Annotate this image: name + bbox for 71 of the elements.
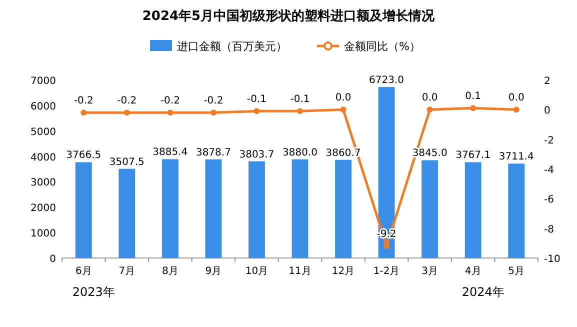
- x-tick-label: 5月: [508, 266, 525, 277]
- x-tick-label: 1-2月: [373, 266, 400, 277]
- data-label: 3507.5: [109, 156, 144, 168]
- bar: [335, 160, 352, 258]
- legend-label: 进口金额（百万美元）: [177, 40, 287, 53]
- data-label: -0.1: [290, 94, 310, 106]
- x-tick-label: 8月: [162, 266, 178, 277]
- y-tick-label: 3000: [30, 178, 56, 189]
- x-tick-label: 12月: [332, 266, 355, 277]
- y-tick-label: 1000: [30, 228, 56, 240]
- x-tick-label: 6月: [75, 266, 92, 277]
- data-label: 3803.7: [239, 149, 274, 160]
- y2-tick-label: -10: [544, 254, 560, 265]
- point: [297, 108, 303, 114]
- point: [254, 108, 260, 114]
- point: [426, 106, 433, 113]
- point: [80, 110, 87, 116]
- y2-tick-label: -8: [544, 224, 554, 236]
- y2-tick-label: -6: [544, 194, 554, 206]
- x-tick-label: 3月: [422, 266, 438, 277]
- text: 2024年: [462, 285, 504, 299]
- point: [210, 110, 216, 116]
- data-label: 0.0: [508, 92, 524, 104]
- y2-tick-label: -2: [544, 135, 554, 146]
- data-label: 0.0: [422, 92, 438, 104]
- data-label: -0.2: [74, 96, 94, 107]
- x-tick-label: 11月: [288, 266, 312, 277]
- y-tick-label: 6000: [30, 101, 56, 112]
- chart-title: 2024年5月中国初级形状的塑料进口额及增长情况: [142, 8, 436, 24]
- bar: [162, 159, 178, 258]
- data-label: -0.2: [204, 96, 224, 107]
- data-label: 3880.0: [282, 147, 318, 158]
- y2-tick-label: 0: [544, 106, 550, 117]
- point: [513, 106, 520, 113]
- point: [124, 110, 130, 116]
- y-tick-label: 4000: [30, 152, 56, 164]
- data-label: -0.2: [117, 96, 137, 107]
- y2-tick-label: -4: [544, 165, 554, 176]
- bar: [75, 162, 92, 258]
- data-label: 3767.1: [456, 150, 491, 162]
- point: [167, 110, 174, 116]
- bar: [292, 159, 308, 258]
- data-label: 0.1: [465, 91, 482, 102]
- x-tick-label: 7月: [118, 266, 136, 277]
- text: 2023年: [72, 285, 115, 299]
- point: [340, 106, 346, 113]
- bar: [464, 162, 482, 258]
- bar: [508, 164, 525, 258]
- y-tick-label: 7000: [30, 76, 56, 87]
- bar: [248, 161, 265, 258]
- point: [470, 105, 476, 112]
- data-label: -0.1: [246, 94, 266, 106]
- x-tick-label: 4月: [464, 266, 482, 277]
- x-tick-label: 9月: [205, 266, 222, 277]
- y-tick-label: 0: [50, 254, 56, 265]
- legend-label: 金额同比（%）: [344, 40, 420, 53]
- data-label: 3878.7: [196, 147, 231, 158]
- data-label: -0.2: [160, 96, 180, 107]
- data-label: 6723.0: [369, 75, 404, 86]
- data-label: 3885.4: [152, 147, 188, 158]
- y-tick-label: 5000: [30, 126, 56, 138]
- bar: [205, 159, 222, 258]
- bar: [422, 160, 438, 258]
- data-label: 3711.4: [498, 152, 534, 163]
- bar: [118, 168, 136, 258]
- data-label: 3766.5: [66, 150, 102, 162]
- data-label: 0.0: [335, 92, 352, 104]
- bar: [378, 87, 395, 258]
- y-tick-label: 2000: [30, 203, 56, 214]
- y2-tick-label: 2: [544, 76, 550, 87]
- x-tick-label: 10月: [245, 266, 268, 277]
